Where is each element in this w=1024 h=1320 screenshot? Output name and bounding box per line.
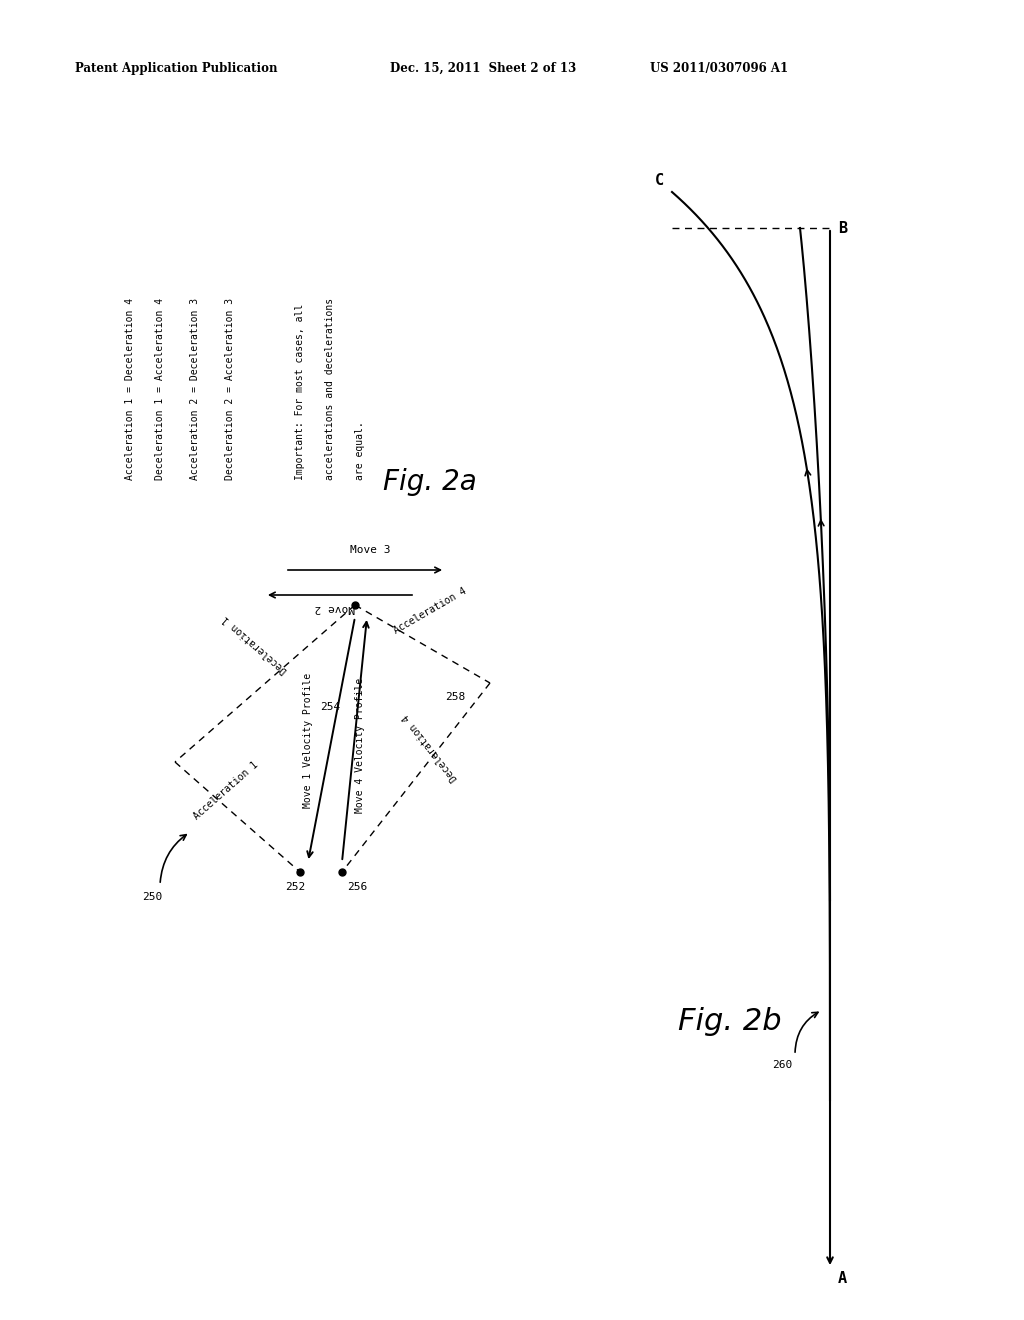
Text: 250: 250 [142, 892, 162, 902]
Text: are equal.: are equal. [355, 421, 365, 480]
Text: Deceleration 2 = Acceleration 3: Deceleration 2 = Acceleration 3 [225, 298, 234, 480]
Text: C: C [655, 173, 664, 187]
Text: US 2011/0307096 A1: US 2011/0307096 A1 [650, 62, 788, 75]
Text: Move 1 Velocity Profile: Move 1 Velocity Profile [303, 672, 313, 808]
Text: Deceleration 4: Deceleration 4 [400, 711, 460, 783]
Text: Fig. 2a: Fig. 2a [383, 469, 477, 496]
Text: Fig. 2b: Fig. 2b [678, 1007, 781, 1036]
Text: 254: 254 [319, 702, 340, 711]
Text: Acceleration 2 = Deceleration 3: Acceleration 2 = Deceleration 3 [190, 298, 200, 480]
Text: Move 4 Velocity Profile: Move 4 Velocity Profile [355, 677, 365, 813]
Text: Move 3: Move 3 [350, 545, 390, 554]
Text: 256: 256 [347, 882, 368, 892]
Text: 252: 252 [285, 882, 305, 892]
Text: Patent Application Publication: Patent Application Publication [75, 62, 278, 75]
Text: Deceleration 1 = Acceleration 4: Deceleration 1 = Acceleration 4 [155, 298, 165, 480]
Text: Acceleration 1 = Deceleration 4: Acceleration 1 = Deceleration 4 [125, 298, 135, 480]
Text: accelerations and decelerations: accelerations and decelerations [325, 298, 335, 480]
Text: B: B [838, 220, 847, 236]
Text: Acceleration 4: Acceleration 4 [392, 586, 469, 636]
Text: Dec. 15, 2011  Sheet 2 of 13: Dec. 15, 2011 Sheet 2 of 13 [390, 62, 577, 75]
Text: Acceleration 1: Acceleration 1 [191, 760, 260, 822]
Text: 258: 258 [445, 692, 465, 702]
Text: A: A [838, 1271, 847, 1286]
Text: Move 2: Move 2 [314, 603, 355, 612]
Text: 260: 260 [772, 1060, 793, 1071]
Text: Deceleration 1: Deceleration 1 [221, 614, 289, 676]
Text: Important: For most cases, all: Important: For most cases, all [295, 304, 305, 480]
